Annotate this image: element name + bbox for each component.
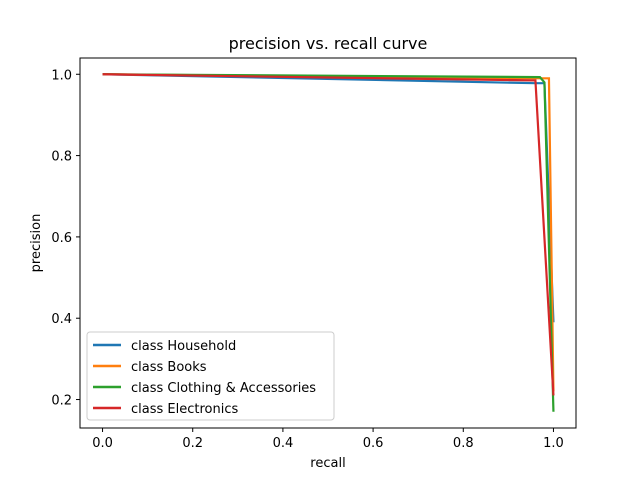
legend: class Household class Books class Clothing… xyxy=(86,331,335,421)
x-axis: 0.0 0.2 0.4 0.6 0.8 1.0 xyxy=(92,428,564,451)
x-tick-label: 0.6 xyxy=(363,436,384,451)
y-axis-title: precision xyxy=(29,214,44,273)
y-axis: 0.2 0.4 0.6 0.8 1.0 xyxy=(51,68,80,409)
y-tick-label: 1.0 xyxy=(51,68,72,83)
x-tick-label: 0.4 xyxy=(273,436,294,451)
x-tick-label: 0.8 xyxy=(453,436,474,451)
y-tick-label: 0.6 xyxy=(51,231,72,246)
series-line xyxy=(102,73,555,396)
legend-label: class Clothing & Accessories xyxy=(131,381,316,396)
series-lines xyxy=(102,73,555,412)
x-tick-label: 0.0 xyxy=(92,436,113,451)
series-line xyxy=(102,73,555,323)
y-tick-label: 0.4 xyxy=(51,312,72,327)
x-tick-label: 0.2 xyxy=(182,436,203,451)
chart-title: precision vs. recall curve xyxy=(229,34,428,53)
plot-frame xyxy=(79,57,577,429)
y-tick-label: 0.2 xyxy=(51,394,72,409)
legend-box xyxy=(86,331,335,421)
legend-label: class Books xyxy=(131,360,207,375)
x-tick-label: 1.0 xyxy=(543,436,564,451)
series-line xyxy=(102,73,555,412)
x-axis-title: recall xyxy=(310,456,345,471)
legend-label: class Electronics xyxy=(131,402,238,417)
y-tick-label: 0.8 xyxy=(51,150,72,165)
legend-label: class Household xyxy=(131,339,236,354)
